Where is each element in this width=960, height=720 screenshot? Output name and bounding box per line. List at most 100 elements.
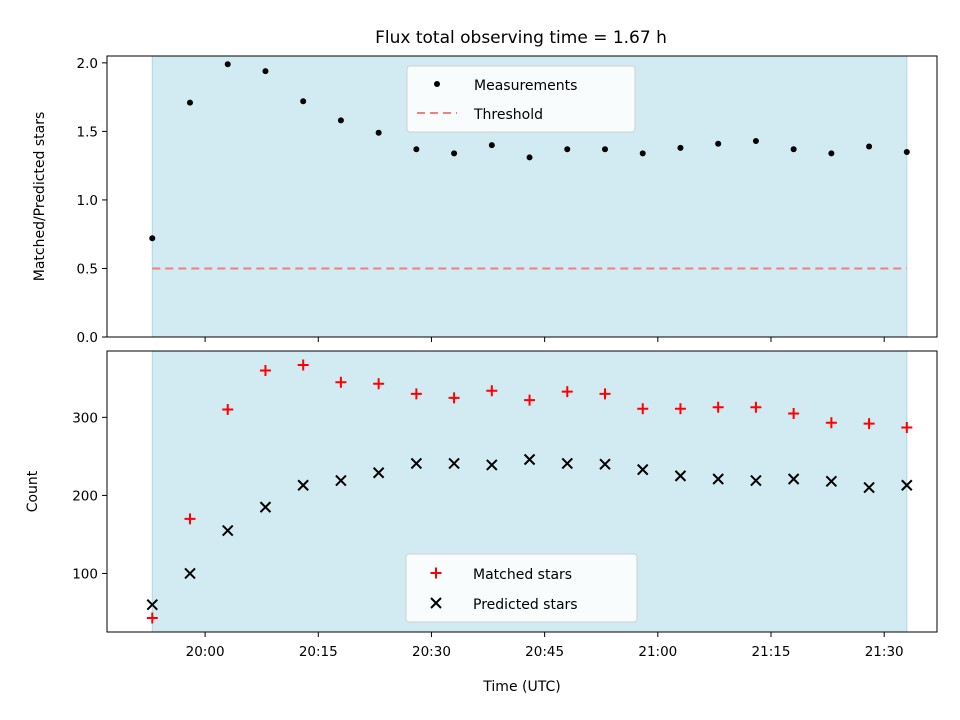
predicted-star-point [448,457,460,470]
measurement-point [488,142,495,149]
matched-star-point [750,401,762,413]
measurement-point [602,146,608,153]
predicted-star-point [410,457,423,470]
x-axis-label: Time (UTC) [482,679,560,695]
predicted-star-point [335,474,347,487]
time-x-ticks: 20:00 20:15 20:30 20:45 21:00 21:15 21:30 [186,632,904,660]
predicted-star-point [259,501,272,513]
matched-star-point [674,403,686,415]
legend-predicted-label: Predicted stars [473,597,578,613]
matched-star-point [863,418,875,430]
matched-star-point [146,612,158,624]
predicted-star-point [787,473,800,485]
matched-star-point [486,385,498,397]
x-tick-label: 20:30 [412,644,451,660]
predicted-star-point [184,567,196,580]
measurement-point [790,146,797,153]
predicted-stars-points [146,453,913,611]
matched-star-point [184,513,196,525]
predicted-star-point [637,463,649,476]
ratio-legend: Measurements Threshold [406,65,636,133]
measurement-points [149,61,910,242]
measurement-point [187,99,193,106]
y-tick-label: 0.0 [77,330,98,346]
matched-star-point [637,403,649,415]
measurement-point [752,137,759,144]
ratio-x-ticks [204,337,885,342]
y-tick-label: 200 [72,488,98,504]
measurement-point [413,146,420,153]
measurement-point [828,150,835,157]
matched-star-point [901,421,913,433]
legend-matched-marker [430,567,442,579]
predicted-star-point [750,474,762,487]
measurement-point [677,144,684,151]
x-tick-label: 20:45 [525,644,564,660]
measurement-point [564,146,571,153]
y-tick-label: 100 [72,566,98,582]
ratio-y-axis-label: Matched/Predicted stars [32,112,48,282]
ratio-panel: 0.00.51.01.52.0 Matched/Predicted stars … [32,55,938,346]
legend-measurements-label: Measurements [474,78,577,94]
matched-star-point [410,388,422,400]
predicted-star-point [561,457,573,470]
x-tick-label: 21:00 [638,644,677,660]
ratio-panel-frame [106,55,938,338]
measurement-point [526,154,533,161]
measurement-point [300,98,307,105]
legend-box [405,553,638,623]
measurement-point [149,235,156,242]
matched-star-point [599,388,611,400]
chart-title: Flux total observing time = 1.67 h [375,28,667,48]
predicted-star-point [863,481,875,494]
matched-star-point [712,401,724,413]
measurement-point [903,148,910,155]
x-tick-label: 21:15 [752,644,791,660]
predicted-star-point [146,598,158,611]
count-panel: 100 200 300 20:00 20:15 20:30 20:45 21:00 21:15… [25,350,938,695]
ratio-y-ticks: 0.0 0.5 1.0 1.5 2.0 [77,56,107,346]
count-y-ticks: 100 200 300 [72,410,107,582]
count-legend: Matched stars Predicted stars [405,553,638,623]
legend-matched-label: Matched stars [473,567,572,583]
predicted-star-point [523,453,536,466]
measurement-point [866,143,873,150]
x-tick-label: 21:30 [865,644,904,660]
measurement-point [375,129,382,136]
legend-predicted-marker [430,597,442,609]
y-tick-label: 0.5 [77,261,98,277]
matched-stars-points [146,359,913,624]
matched-star-point [222,404,234,416]
legend-measurement-marker [434,81,440,87]
measurement-point [451,150,458,157]
predicted-star-point [222,524,234,537]
measurement-point [337,117,344,124]
matched-star-point [825,417,837,429]
matched-star-point [335,376,347,388]
measurement-point [639,150,646,157]
matched-star-point [561,386,573,398]
count-panel-frame [106,350,938,633]
measurement-point [224,61,231,68]
predicted-star-point [486,459,498,471]
legend-box [406,65,636,133]
x-tick-label: 20:15 [299,644,338,660]
matched-star-point [524,394,536,406]
count-y-axis-label: Count [25,470,41,512]
predicted-star-point [712,473,724,485]
predicted-star-point [599,458,611,470]
legend-threshold-label: Threshold [473,107,543,123]
measurement-point [715,140,722,147]
y-tick-label: 1.5 [77,124,98,140]
predicted-star-point [372,467,385,479]
x-tick-label: 20:00 [186,644,225,660]
matched-star-point [259,365,271,377]
matched-star-point [373,378,385,390]
predicted-star-point [825,475,838,488]
matched-star-point [788,407,800,419]
measurement-point [262,68,269,75]
matched-star-point [297,359,309,371]
predicted-star-point [674,470,687,482]
y-tick-label: 2.0 [77,56,98,72]
